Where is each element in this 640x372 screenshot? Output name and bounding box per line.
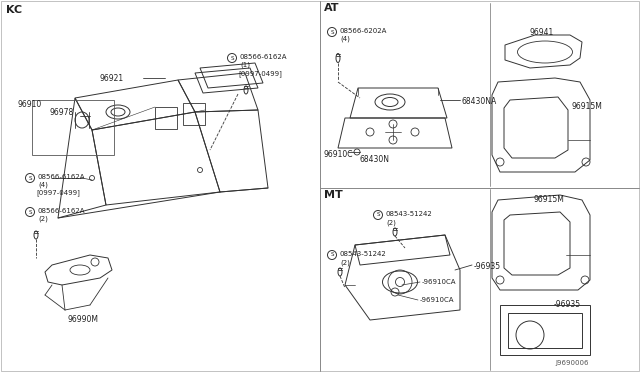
Text: -96910CA: -96910CA <box>420 297 454 303</box>
Text: 08566-6162A: 08566-6162A <box>38 174 86 180</box>
Text: 96921: 96921 <box>100 74 124 83</box>
Text: 96915M: 96915M <box>534 195 565 204</box>
Text: -96935: -96935 <box>554 300 581 309</box>
Text: KC: KC <box>6 5 22 15</box>
Text: 08566-6162A: 08566-6162A <box>240 54 287 60</box>
Text: 96910C: 96910C <box>324 150 353 159</box>
Text: J9690006: J9690006 <box>555 360 589 366</box>
Text: 96910: 96910 <box>18 100 42 109</box>
Text: MT: MT <box>324 190 343 200</box>
Text: -96910CA: -96910CA <box>422 279 456 285</box>
Bar <box>155 107 177 129</box>
Text: 08566-6202A: 08566-6202A <box>340 28 387 34</box>
Text: (2): (2) <box>340 259 350 266</box>
Text: 96941: 96941 <box>530 28 554 37</box>
Text: 96978: 96978 <box>50 108 74 117</box>
Text: 08566-6162A: 08566-6162A <box>38 208 86 214</box>
Text: 68430NA: 68430NA <box>462 97 497 106</box>
Text: (2): (2) <box>386 219 396 225</box>
Text: 96990M: 96990M <box>68 315 99 324</box>
Text: [0997-0499]: [0997-0499] <box>36 189 80 196</box>
Bar <box>32 100 114 155</box>
Text: [0997-0499]: [0997-0499] <box>238 70 282 77</box>
Text: S: S <box>230 55 234 61</box>
Text: S: S <box>28 176 32 180</box>
Text: 08543-51242: 08543-51242 <box>340 251 387 257</box>
Text: S: S <box>28 209 32 215</box>
Text: -96935: -96935 <box>474 262 501 271</box>
Text: S: S <box>330 29 333 35</box>
Text: 08543-51242: 08543-51242 <box>386 211 433 217</box>
Text: 96915M: 96915M <box>572 102 603 111</box>
Text: (2): (2) <box>38 216 48 222</box>
Text: S: S <box>376 212 380 218</box>
Text: AT: AT <box>324 3 339 13</box>
Bar <box>183 103 205 125</box>
Text: (4): (4) <box>340 36 350 42</box>
Text: (4): (4) <box>38 182 48 189</box>
Text: (1): (1) <box>240 62 250 68</box>
Text: 68430N: 68430N <box>360 155 390 164</box>
Text: S: S <box>330 253 333 257</box>
